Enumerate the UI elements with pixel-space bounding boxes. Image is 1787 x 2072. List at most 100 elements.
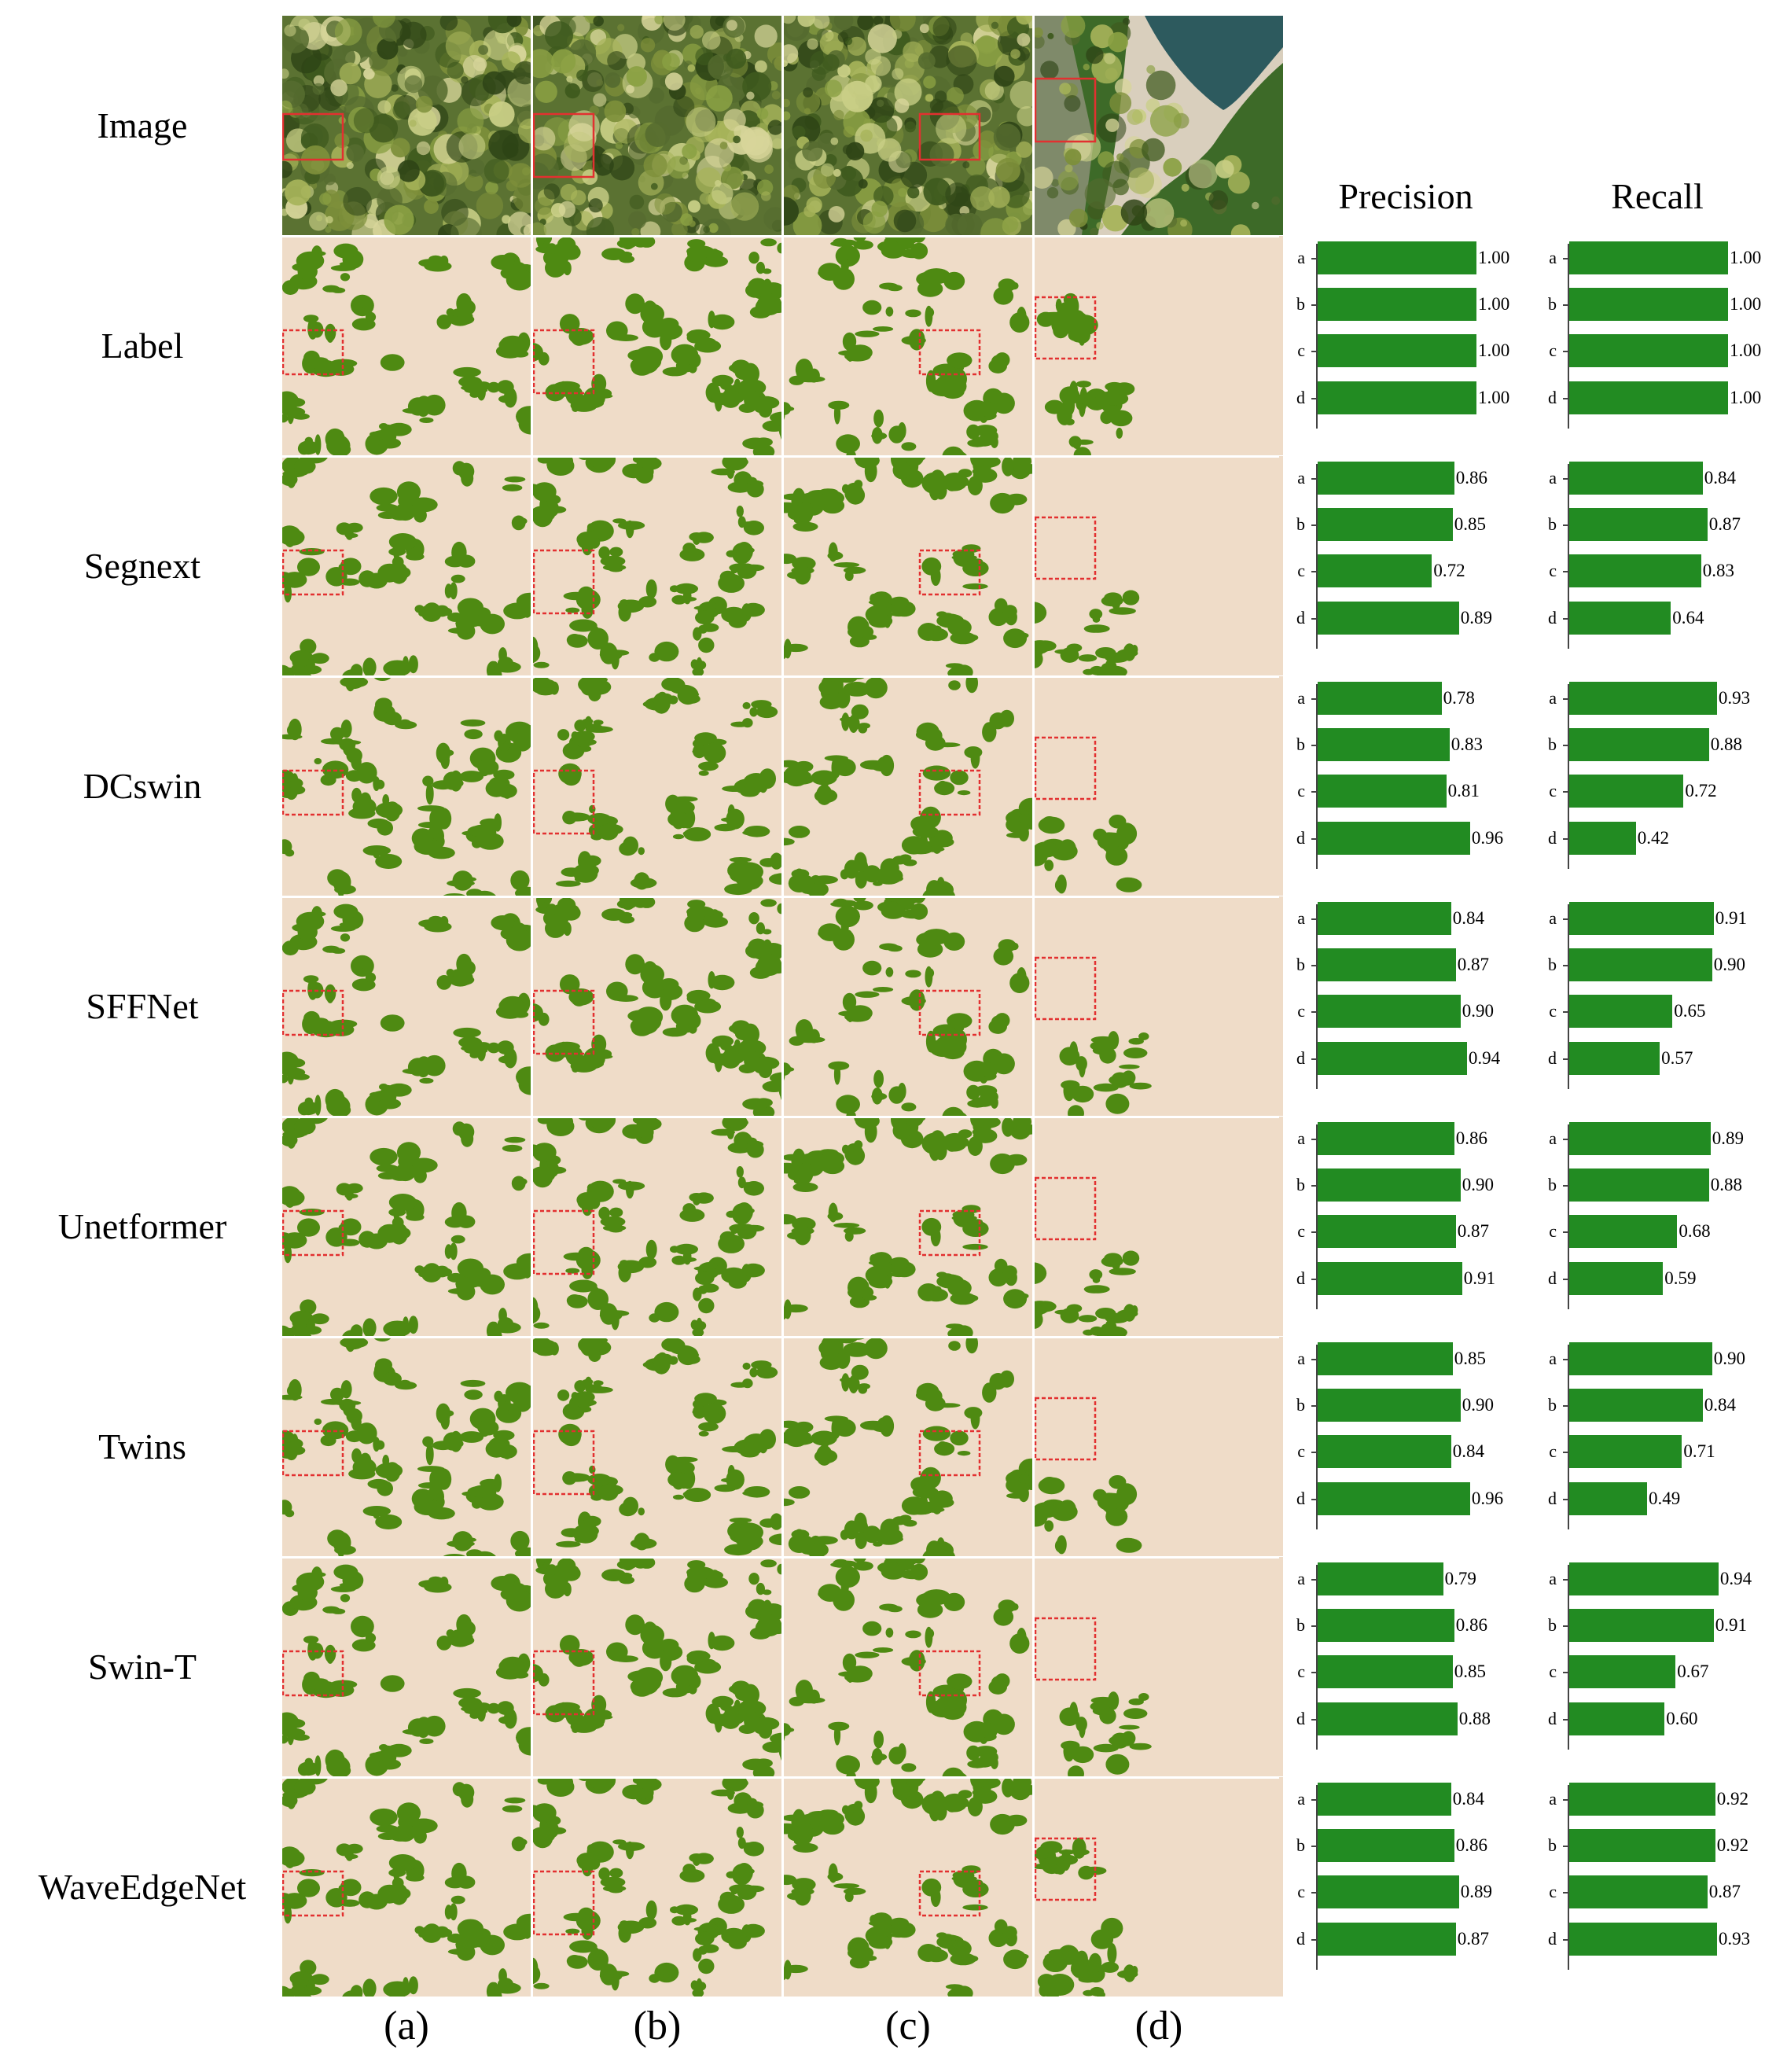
- tree-blob: [678, 1352, 700, 1358]
- tree-region: [533, 1337, 559, 1356]
- tree-blob: [738, 1040, 750, 1060]
- tree-region: [736, 1166, 764, 1196]
- highlight-box: [918, 1430, 981, 1477]
- tree-blob: [737, 1176, 746, 1189]
- tree-crown: [662, 53, 680, 71]
- tree-region: [698, 742, 726, 776]
- tree-blob: [742, 1378, 753, 1389]
- bar-category-label: a: [1549, 248, 1557, 267]
- tree-region: [901, 989, 926, 1011]
- tree-region: [460, 719, 486, 740]
- tree-region: [282, 571, 307, 603]
- mask-shapes: [784, 236, 1030, 455]
- tree-region: [836, 434, 860, 455]
- tree-blob: [516, 1253, 531, 1272]
- tree-blob: [348, 1468, 376, 1480]
- tree-region: [1038, 1477, 1065, 1495]
- tree-blob: [1100, 410, 1113, 425]
- tree-blob: [282, 1849, 305, 1867]
- tree-blob: [587, 1474, 612, 1486]
- tree-crown: [409, 120, 417, 127]
- tree-blob: [751, 700, 772, 709]
- tree-blob: [1078, 1865, 1094, 1880]
- tree-blob: [784, 1299, 792, 1319]
- tree-blob: [444, 1905, 453, 1919]
- tree-blob: [552, 242, 579, 256]
- tree-crown: [392, 101, 411, 120]
- tree-blob: [762, 420, 781, 432]
- tree-blob: [539, 1777, 557, 1784]
- highlight-box: [282, 1430, 344, 1477]
- tree-region: [383, 1316, 418, 1336]
- tree-region: [730, 1362, 758, 1389]
- tree-blob: [1064, 418, 1075, 425]
- tree-blob: [303, 1010, 320, 1026]
- tree-blob: [287, 724, 297, 736]
- tree-crown: [767, 120, 781, 135]
- tree-region: [847, 344, 873, 362]
- tree-region: [912, 825, 953, 854]
- tree-blob: [946, 450, 967, 455]
- precision-title: Precision: [1338, 176, 1473, 216]
- tree-crown: [845, 142, 865, 160]
- tree-blob: [889, 1257, 909, 1268]
- tree-region: [921, 1790, 949, 1822]
- tree-blob: [901, 836, 926, 855]
- tree-blob: [570, 328, 588, 346]
- tree-crown: [689, 24, 704, 39]
- tree-blob: [762, 268, 772, 274]
- tree-region: [1003, 1289, 1029, 1309]
- tree-blob: [559, 974, 580, 995]
- tree-region: [539, 456, 575, 476]
- tree-region: [282, 1500, 295, 1518]
- segmentation-mask: [784, 236, 1032, 455]
- tree-blob: [379, 423, 388, 430]
- tree-blob: [621, 896, 634, 907]
- mask-shapes: [784, 1337, 1032, 1556]
- tree-blob: [443, 1636, 459, 1643]
- tree-region: [533, 1663, 550, 1687]
- column-label: (c): [885, 2004, 931, 2048]
- tree-blob: [457, 959, 476, 977]
- tree-blob: [453, 876, 476, 882]
- tree-crown: [566, 75, 573, 83]
- tree-blob: [396, 1142, 421, 1163]
- tree-blob: [683, 1488, 711, 1502]
- tree-blob: [1079, 1717, 1086, 1739]
- tree-region: [1035, 602, 1047, 624]
- tree-region: [905, 1626, 935, 1648]
- tree-blob: [1016, 307, 1027, 327]
- tree-region: [452, 1121, 475, 1147]
- tree-blob: [868, 1274, 893, 1289]
- tree-region: [942, 1767, 967, 1776]
- tree-blob: [950, 1113, 961, 1116]
- tree-blob: [480, 823, 497, 841]
- tree-blob: [818, 1341, 836, 1356]
- tree-region: [373, 1743, 412, 1759]
- tree-blob: [598, 1867, 610, 1881]
- tree-region: [582, 716, 613, 733]
- tree-blob: [284, 583, 292, 603]
- tree-region: [721, 1923, 765, 1949]
- tree-blob: [742, 1362, 751, 1370]
- tree-region: [612, 518, 645, 539]
- tree-region: [576, 1853, 601, 1877]
- tree-blob: [901, 1102, 917, 1112]
- tree-blob: [946, 1110, 967, 1116]
- tree-blob: [1002, 1777, 1014, 1798]
- tree-blob: [445, 894, 460, 896]
- tree-blob: [402, 1316, 410, 1333]
- tree-region: [963, 1060, 998, 1084]
- tree-blob: [745, 477, 757, 485]
- tree-blob: [922, 1589, 951, 1606]
- tree-blob: [453, 366, 481, 377]
- tree-region: [686, 329, 722, 353]
- tree-region: [993, 278, 1019, 305]
- tree-region: [326, 1095, 351, 1116]
- aerial-image: [533, 16, 781, 235]
- tree-blob: [855, 1651, 880, 1658]
- tree-crown: [353, 108, 379, 134]
- tree-blob: [510, 870, 530, 891]
- tree-blob: [365, 972, 377, 983]
- tree-blob: [724, 1117, 748, 1128]
